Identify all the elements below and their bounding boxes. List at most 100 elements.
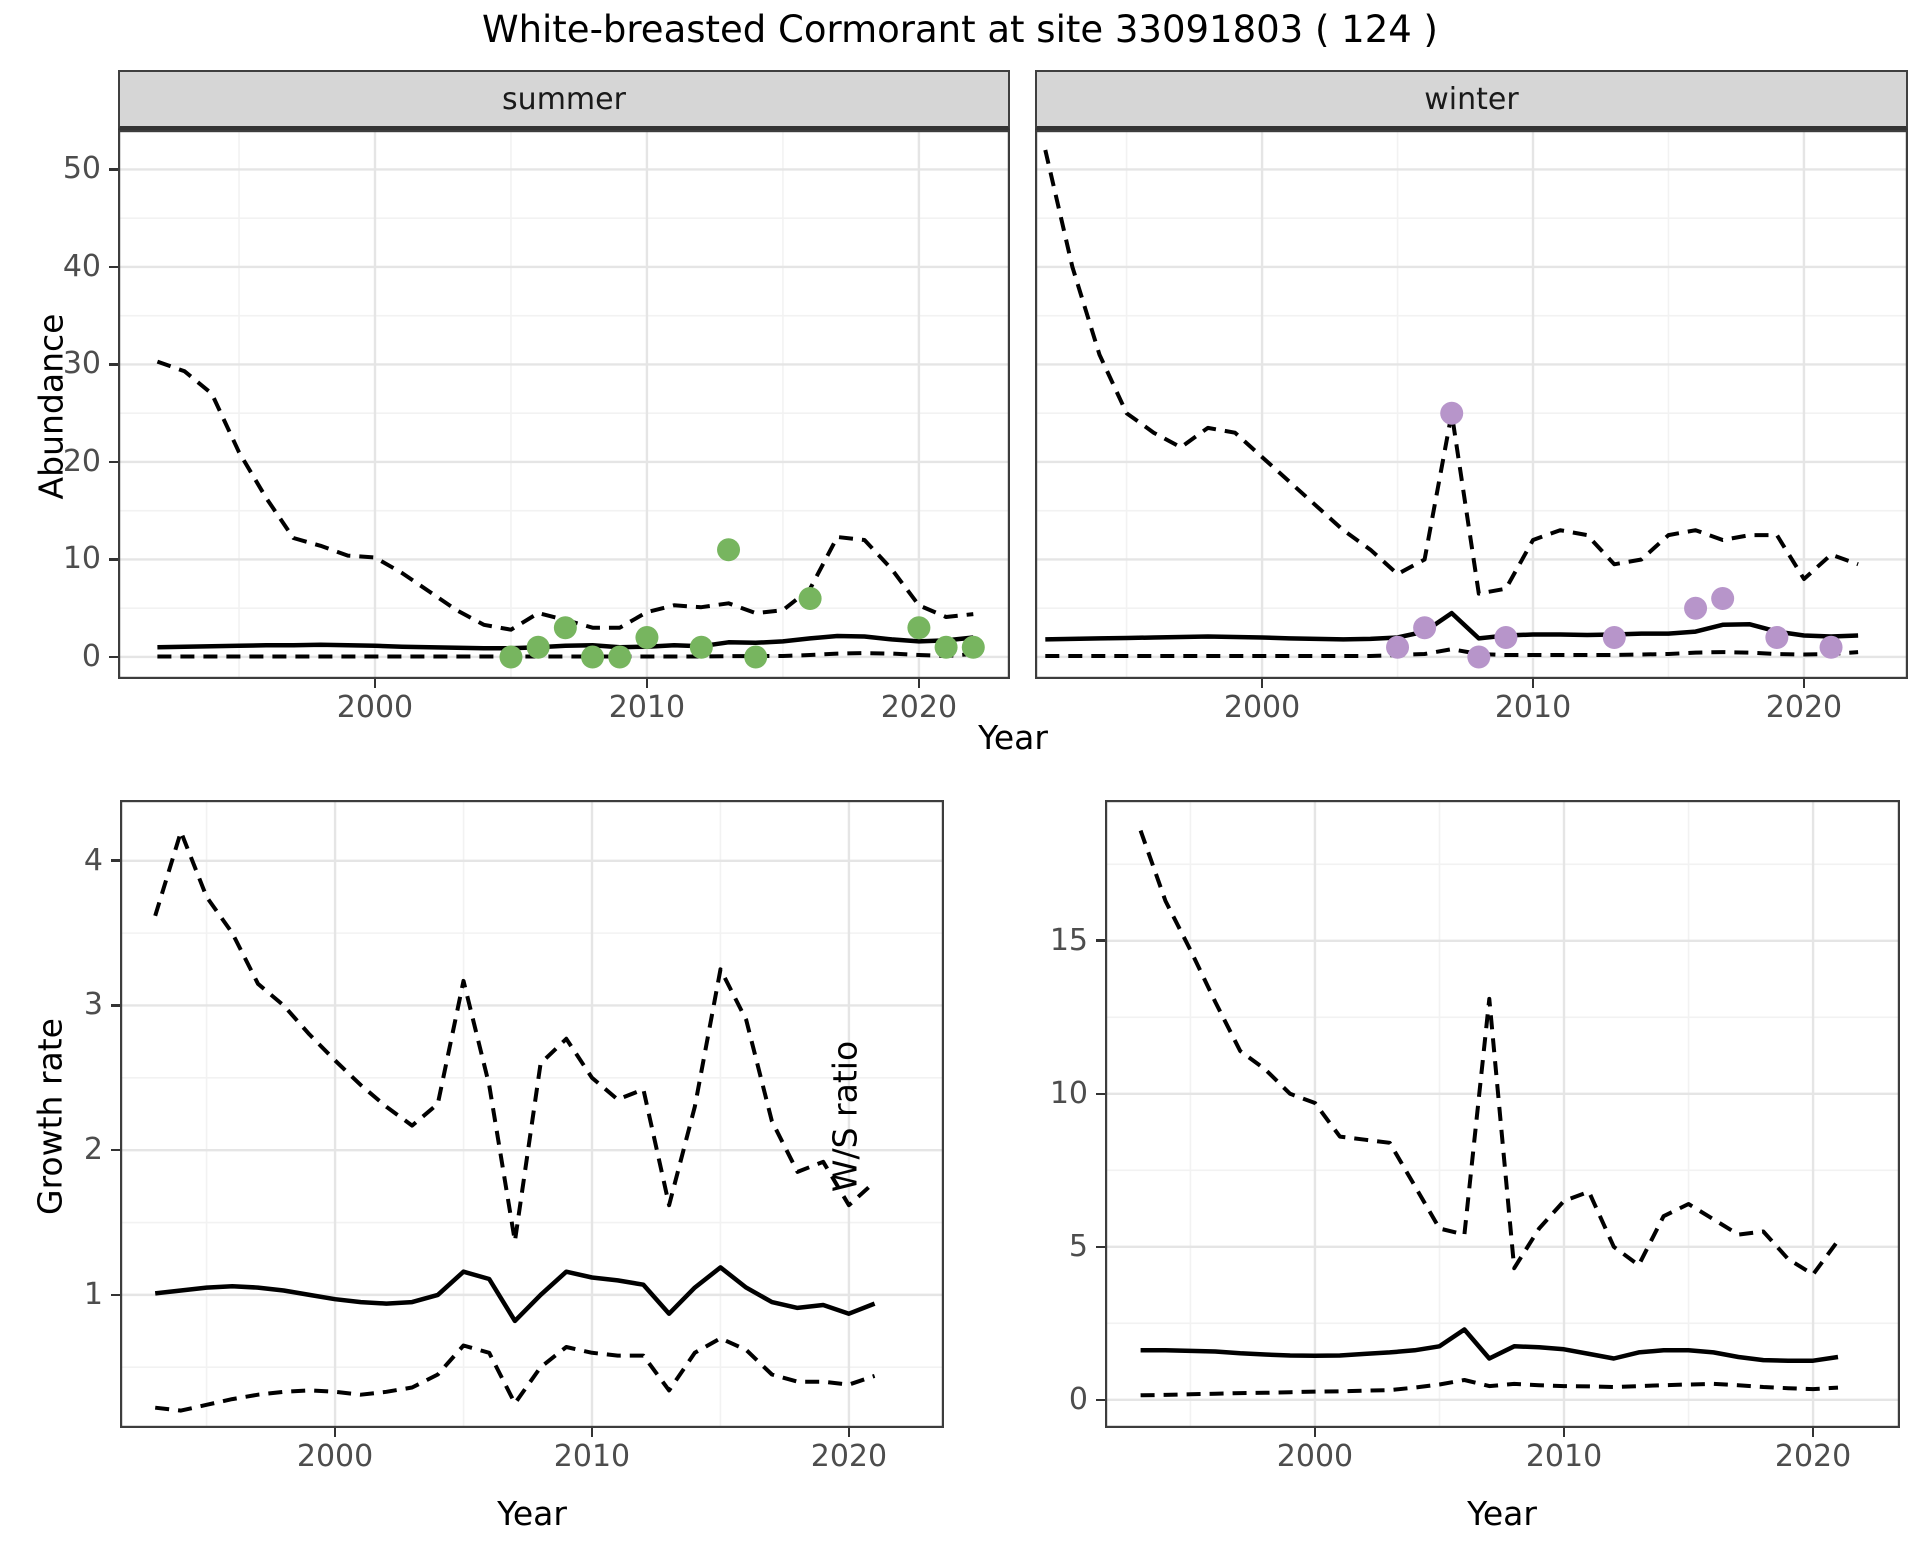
y-tick-label: 0	[81, 638, 101, 674]
x-tick-mark	[1260, 679, 1264, 688]
y-tick-mark	[109, 363, 118, 366]
x-tick-label: 2010	[608, 690, 686, 725]
abundance-summer-point	[499, 645, 523, 669]
x-tick-mark	[1562, 1428, 1566, 1437]
y-tick-label: 15	[1049, 922, 1088, 958]
abundance-summer-point	[961, 635, 985, 659]
abundance-winter-point	[1467, 645, 1491, 669]
y-tick-mark	[109, 265, 118, 269]
abundance-winter-point	[1819, 635, 1843, 659]
x-tick-mark	[1811, 1428, 1815, 1437]
y-tick-label: 10	[1049, 1075, 1088, 1111]
abundance-winter-lower_ci-line	[1045, 647, 1859, 658]
x-tick-mark	[333, 1428, 337, 1437]
x-tick-label: 2020	[880, 690, 958, 725]
abundance-winter-point	[1711, 586, 1735, 610]
abundance-winter-upper_ci-line	[1043, 149, 1859, 596]
x-tick-label: 2000	[1276, 1439, 1354, 1474]
abundance-summer-lower_ci-line	[157, 651, 974, 659]
abundance-summer-median-line	[157, 633, 974, 651]
panel-border	[1105, 800, 1900, 1428]
y-tick-mark	[109, 558, 118, 561]
facet-strip-summer: summer	[118, 70, 1010, 130]
y-tick-mark	[111, 1293, 120, 1297]
facet-strip-winter-label: winter	[1424, 81, 1519, 117]
y-axis-title-ws-ratio: W/S ratio	[825, 1040, 865, 1193]
y-tick-label: 40	[62, 248, 101, 284]
abundance-summer-point	[608, 645, 632, 669]
y-tick-label: 1	[83, 1276, 103, 1312]
facet-strip-winter: winter	[1035, 70, 1908, 130]
abundance-winter-point	[1413, 616, 1437, 640]
abundance-winter-median-line	[1045, 610, 1859, 642]
y-axis-title-abundance: Abundance	[31, 313, 71, 500]
abundance-winter-point	[1602, 625, 1626, 649]
growth-rate-median-line	[154, 1265, 876, 1324]
x-tick-label: 2020	[1774, 1439, 1852, 1474]
x-tick-label: 2020	[1765, 690, 1843, 725]
x-tick-label: 2010	[1494, 690, 1572, 725]
x-tick-mark	[590, 1428, 594, 1437]
y-tick-label: 30	[62, 346, 101, 382]
abundance-summer-point	[581, 645, 605, 669]
y-tick-label: 50	[62, 151, 101, 187]
y-axis-title-growth-rate: Growth rate	[30, 1018, 70, 1215]
abundance-winter-svg	[1035, 130, 1908, 679]
abundance-summer-point	[526, 635, 550, 659]
ws-ratio-svg	[1105, 800, 1900, 1428]
y-tick-mark	[111, 1004, 120, 1007]
panel-ws-ratio	[1105, 800, 1900, 1428]
x-tick-mark	[1531, 679, 1535, 688]
y-tick-label: 10	[62, 541, 101, 577]
y-tick-label: 2	[83, 1132, 103, 1168]
abundance-summer-point	[689, 635, 713, 659]
abundance-summer-point	[717, 538, 741, 562]
x-tick-mark	[645, 679, 649, 688]
x-axis-title-ws: Year	[1467, 1494, 1537, 1533]
x-axis-title-growth: Year	[497, 1494, 567, 1533]
y-tick-mark	[109, 460, 118, 464]
abundance-winter-point	[1440, 401, 1464, 425]
x-tick-mark	[373, 679, 377, 688]
x-tick-mark	[1802, 679, 1806, 688]
abundance-summer-point	[907, 616, 931, 640]
y-tick-mark	[111, 1148, 120, 1152]
y-tick-mark	[109, 655, 118, 659]
y-tick-mark	[1096, 1092, 1105, 1096]
x-tick-mark	[917, 679, 921, 688]
abundance-summer-point	[635, 625, 659, 649]
x-tick-mark	[1313, 1428, 1317, 1437]
x-tick-mark	[847, 1428, 851, 1437]
facet-strip-summer-label: summer	[502, 81, 626, 117]
y-tick-label: 3	[83, 987, 103, 1023]
abundance-summer-point	[934, 635, 958, 659]
panel-border	[1035, 130, 1908, 679]
abundance-winter-point	[1494, 625, 1518, 649]
abundance-summer-point	[553, 616, 577, 640]
x-tick-label: 2010	[553, 1439, 631, 1474]
ws-ratio-lower_ci-line	[1140, 1378, 1839, 1398]
panel-growth-rate	[120, 800, 944, 1428]
x-tick-label: 2020	[810, 1439, 888, 1474]
y-tick-label: 20	[62, 443, 101, 479]
panel-border	[118, 130, 1010, 679]
y-tick-label: 5	[1068, 1228, 1088, 1264]
x-tick-label: 2000	[296, 1439, 374, 1474]
growth-rate-upper_ci-line	[153, 829, 876, 1244]
y-tick-mark	[109, 168, 118, 171]
panel-abundance-winter	[1035, 130, 1908, 679]
abundance-summer-svg	[118, 130, 1010, 679]
abundance-winter-point	[1684, 596, 1708, 620]
panel-border	[120, 800, 944, 1428]
y-tick-label: 4	[83, 842, 103, 878]
y-tick-mark	[1096, 1398, 1105, 1402]
chart-title: White-breasted Cormorant at site 3309180…	[481, 8, 1438, 51]
x-axis-title-top: Year	[978, 718, 1048, 757]
y-tick-mark	[1096, 1245, 1105, 1249]
growth-rate-svg	[120, 800, 944, 1428]
y-tick-label: 0	[1068, 1381, 1088, 1417]
ws-ratio-median-line	[1140, 1327, 1839, 1363]
abundance-summer-point	[798, 586, 822, 610]
panel-abundance-summer	[118, 130, 1010, 679]
